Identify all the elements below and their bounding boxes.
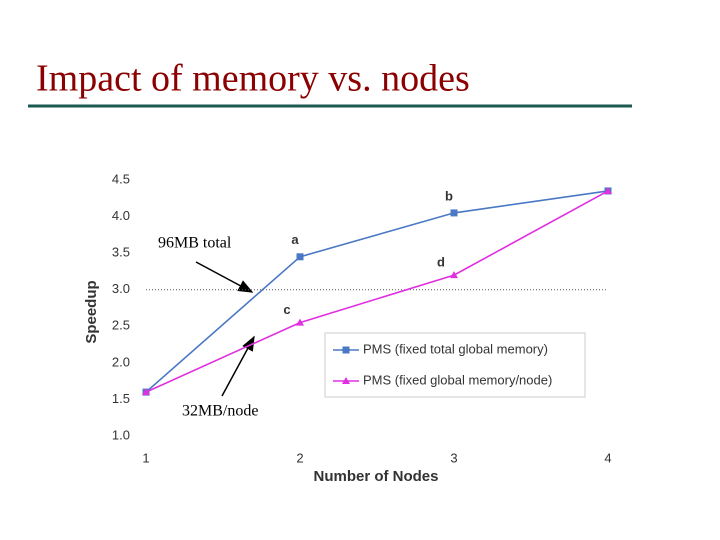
annotation: 32MB/node — [182, 403, 258, 420]
data-point — [296, 253, 304, 261]
annotation: 96MB total — [158, 235, 232, 252]
legend-label: PMS (fixed total global memory) — [363, 341, 548, 356]
data-point — [450, 271, 458, 279]
series-line — [145, 190, 609, 393]
point-label: d — [437, 255, 445, 270]
legend-label: PMS (fixed global memory/node) — [363, 372, 552, 387]
annotation-arrow — [195, 261, 254, 293]
y-tick-label: 3.0 — [112, 281, 130, 296]
y-tick-label: 2.0 — [112, 354, 130, 369]
x-tick-label: 4 — [604, 450, 611, 465]
data-point — [296, 318, 304, 326]
x-tick-label: 3 — [450, 450, 457, 465]
series-line — [145, 190, 609, 393]
y-tick-label: 4.5 — [112, 171, 130, 186]
y-tick-label: 4.0 — [112, 208, 130, 223]
x-tick-label: 1 — [142, 450, 149, 465]
y-tick-label: 1.0 — [112, 427, 130, 442]
data-point — [604, 186, 612, 194]
x-tick-label: 2 — [296, 450, 303, 465]
legend-marker — [342, 377, 350, 384]
y-tick-label: 1.5 — [112, 391, 130, 406]
legend-marker — [342, 346, 350, 354]
x-axis-label: Number of Nodes — [313, 468, 438, 485]
point-label: c — [283, 302, 290, 317]
point-label: b — [445, 188, 453, 203]
point-label: a — [291, 232, 299, 247]
y-tick-label: 3.5 — [112, 245, 130, 260]
data-point — [142, 388, 150, 396]
y-axis-label: Speedup — [83, 280, 100, 343]
legend-box — [324, 332, 586, 398]
slide-title: Impact of memory vs. nodes — [36, 58, 470, 100]
annotation-arrow — [221, 335, 255, 397]
y-tick-label: 2.5 — [112, 318, 130, 333]
data-point — [450, 209, 458, 217]
